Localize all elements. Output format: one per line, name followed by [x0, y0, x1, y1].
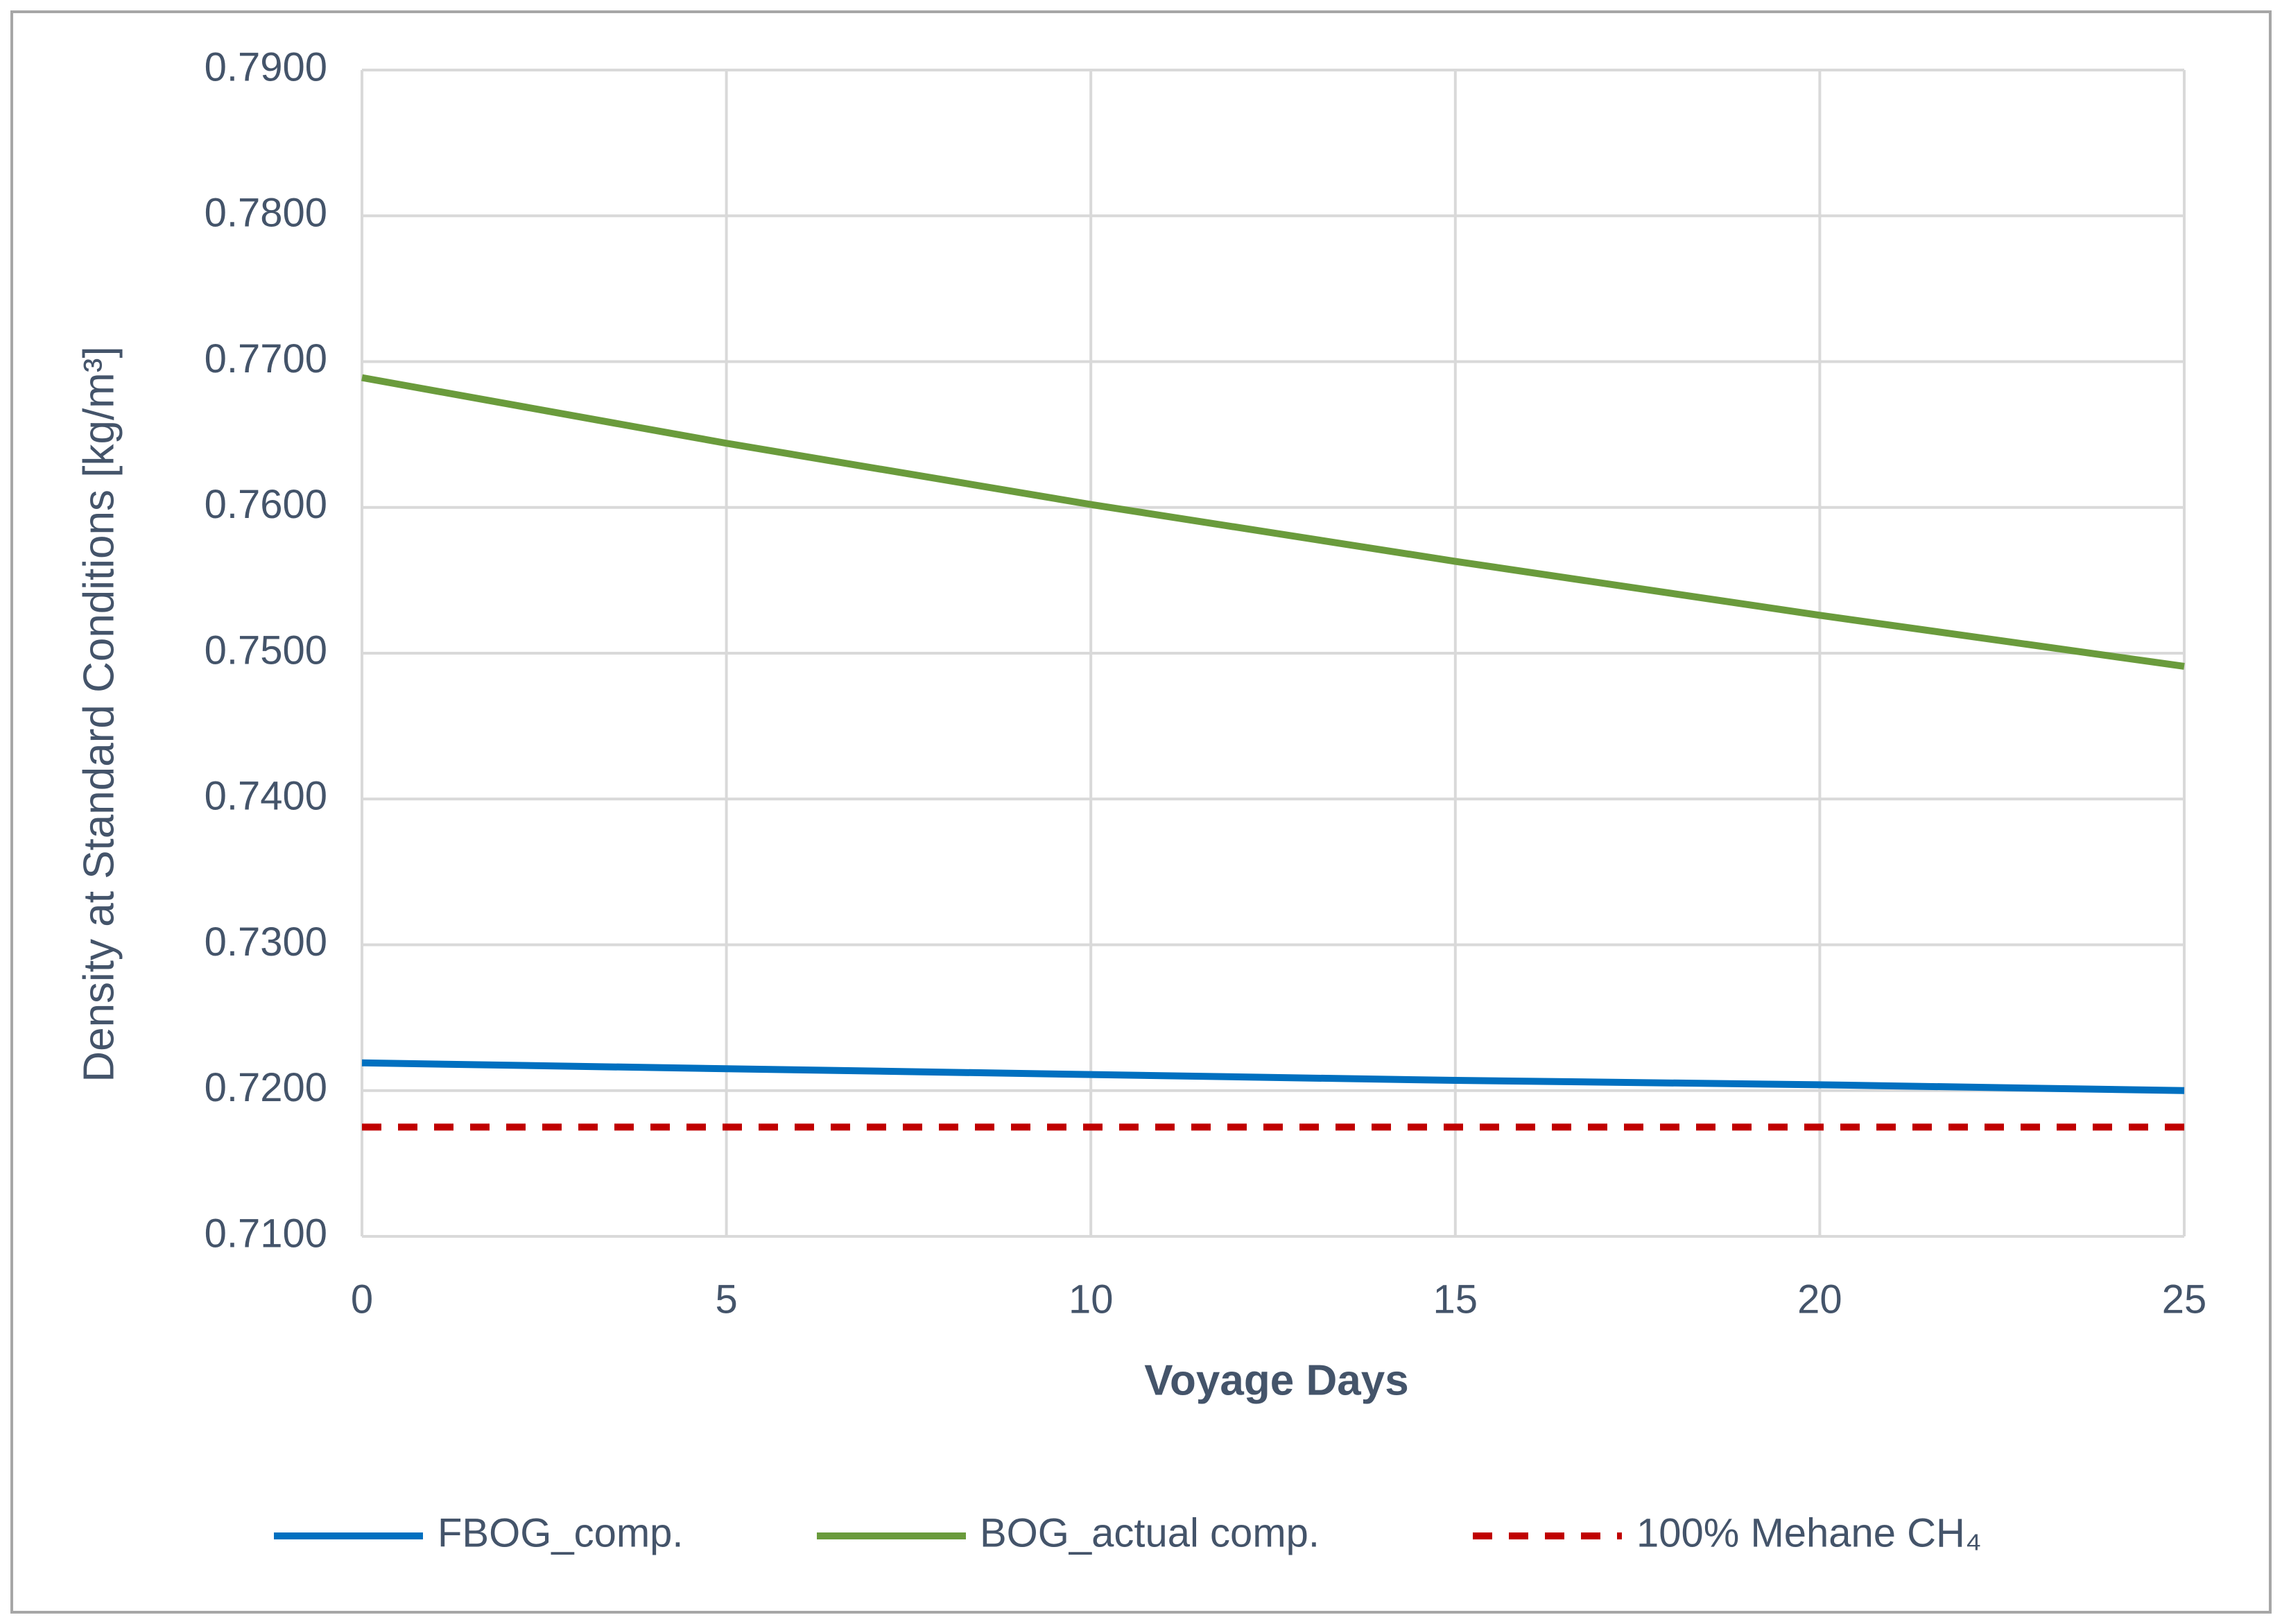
x-tick-label: 15: [1433, 1277, 1478, 1322]
legend-label: FBOG_comp.: [438, 1510, 684, 1555]
y-tick-label: 0.7700: [205, 336, 327, 381]
x-axis-title: Voyage Days: [1144, 1356, 1408, 1404]
series-line: [361, 374, 2185, 670]
y-tick-label: 0.7800: [205, 191, 327, 236]
legend-label: 100% Mehane CH₄: [1636, 1510, 1982, 1555]
y-tick-label: 0.7200: [205, 1065, 327, 1110]
y-tick-label: 0.7500: [205, 628, 327, 673]
x-tick-label: 10: [1069, 1277, 1114, 1322]
x-tick-label: 20: [1797, 1277, 1842, 1322]
y-tick-label: 0.7100: [205, 1211, 327, 1256]
x-tick-label: 0: [351, 1277, 373, 1322]
y-axis-title: Density at Standard Conditions [kg/m³]: [75, 346, 123, 1082]
chart-border: [10, 10, 2272, 1614]
x-tick-label: 5: [715, 1277, 737, 1322]
series-line: [361, 1059, 2185, 1094]
legend-label: BOG_actual comp.: [980, 1510, 1320, 1555]
x-tick-label: 25: [2162, 1277, 2207, 1322]
y-tick-label: 0.7600: [205, 482, 327, 527]
y-tick-label: 0.7300: [205, 919, 327, 965]
y-tick-label: 0.7400: [205, 774, 327, 819]
y-tick-label: 0.7900: [205, 44, 327, 89]
